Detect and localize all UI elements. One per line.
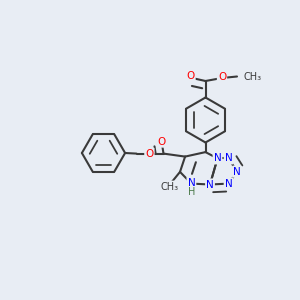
- Text: N: N: [188, 178, 195, 188]
- Text: N: N: [214, 153, 221, 164]
- Text: H: H: [188, 187, 195, 197]
- Text: CH₃: CH₃: [160, 182, 178, 192]
- Text: N: N: [233, 167, 241, 177]
- Text: N: N: [225, 153, 232, 164]
- Text: CH₃: CH₃: [243, 71, 261, 82]
- Text: O: O: [186, 70, 195, 81]
- Text: N: N: [206, 179, 214, 190]
- Text: O: O: [218, 71, 226, 82]
- Text: O: O: [145, 148, 154, 159]
- Text: N: N: [225, 178, 232, 189]
- Text: O: O: [158, 136, 166, 147]
